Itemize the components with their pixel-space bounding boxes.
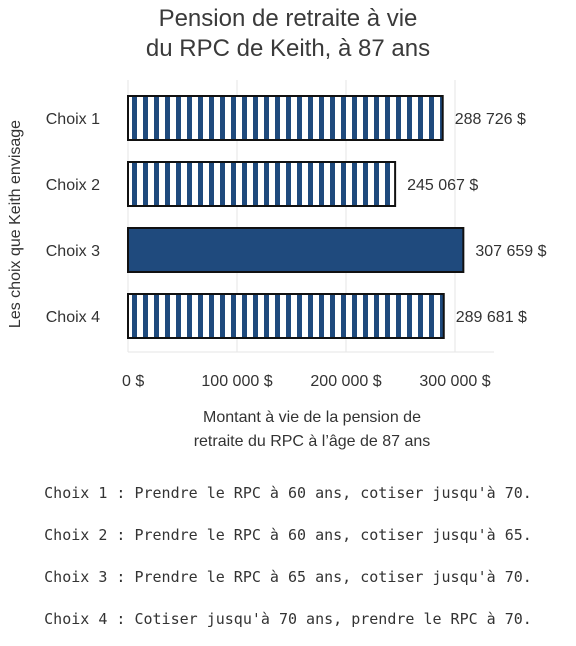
- bar-choix-4: [127, 293, 445, 339]
- bars-group: [127, 95, 465, 339]
- x-axis-label-line-1: Montant à vie de la pension de: [203, 409, 421, 426]
- value-label-2: 245 067 $: [407, 177, 478, 194]
- chart-title-line-1: Pension de retraite à vie: [158, 5, 418, 32]
- choice-note-2: Choix 2 : Prendre le RPC à 60 ans, cotis…: [44, 526, 532, 544]
- category-label-2: Choix 2: [46, 177, 100, 194]
- value-label-4: 289 681 $: [456, 309, 527, 326]
- y-axis-label: Les choix que Keith envisage: [7, 120, 24, 328]
- x-tick-labels: 0 $ 100 000 $ 200 000 $ 300 000 $: [122, 373, 491, 390]
- value-label-3: 307 659 $: [475, 243, 546, 260]
- choice-note-4: Choix 4 : Cotiser jusqu'à 70 ans, prendr…: [44, 610, 532, 628]
- x-tick-label-4: 300 000 $: [419, 373, 490, 390]
- choice-notes: Choix 1 : Prendre le RPC à 60 ans, cotis…: [0, 478, 576, 646]
- bar-chart: Choix 1 Choix 2 Choix 3 Choix 4 288 726 $ 24…: [7, 80, 547, 450]
- x-axis-label-line-2: retraite du RPC à l’âge de 87 ans: [194, 433, 431, 450]
- bar-choix-3: [127, 227, 465, 273]
- choice-note-1: Choix 1 : Prendre le RPC à 60 ans, cotis…: [44, 484, 532, 502]
- category-labels: Choix 1 Choix 2 Choix 3 Choix 4: [46, 111, 100, 326]
- x-tick-label-1: 0 $: [122, 373, 144, 390]
- chart-title: Pension de retraite à vie du RPC de Keit…: [0, 4, 576, 64]
- bar-choix-2: [127, 161, 397, 207]
- x-tick-label-3: 200 000 $: [310, 373, 381, 390]
- chart-title-line-2: du RPC de Keith, à 87 ans: [145, 35, 431, 62]
- value-label-1: 288 726 $: [455, 111, 526, 128]
- x-tick-label-2: 100 000 $: [201, 373, 272, 390]
- value-labels: 288 726 $ 245 067 $ 307 659 $ 289 681 $: [407, 111, 547, 326]
- category-label-4: Choix 4: [46, 309, 100, 326]
- bar-choix-1: [127, 95, 444, 141]
- category-label-3: Choix 3: [46, 243, 100, 260]
- choice-note-3: Choix 3 : Prendre le RPC à 65 ans, cotis…: [44, 568, 532, 586]
- category-label-1: Choix 1: [46, 111, 100, 128]
